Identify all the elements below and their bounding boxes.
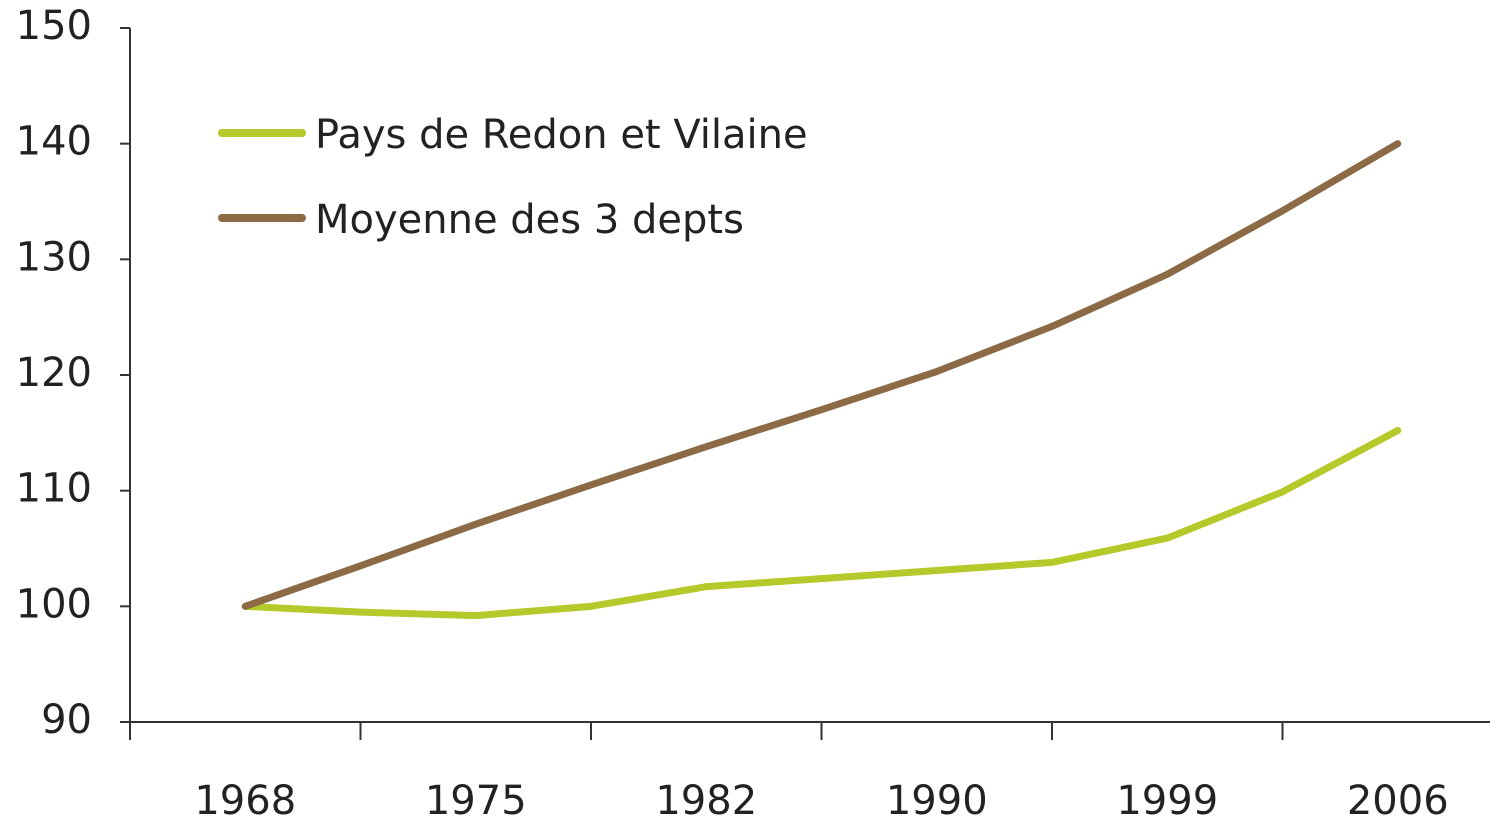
x-tick-label: 2006 xyxy=(1347,778,1449,824)
y-tick-label: 130 xyxy=(16,234,92,280)
legend: Pays de Redon et Vilaine Moyenne des 3 de… xyxy=(218,112,808,243)
x-tick-label: 1990 xyxy=(886,778,988,824)
y-tick-label: 150 xyxy=(16,3,92,49)
legend-label: Moyenne des 3 depts xyxy=(315,197,744,243)
y-tick-label: 90 xyxy=(41,697,92,743)
y-tick-label: 120 xyxy=(16,350,92,396)
legend-label: Pays de Redon et Vilaine xyxy=(315,112,808,158)
x-tick-label: 1975 xyxy=(425,778,527,824)
x-tick-label: 1982 xyxy=(655,778,757,824)
x-tick-label: 1968 xyxy=(194,778,296,824)
y-tick-label: 140 xyxy=(16,119,92,165)
series-line xyxy=(241,427,1402,620)
y-tick-label: 110 xyxy=(16,466,92,512)
y-tick-label: 100 xyxy=(16,581,92,627)
series-line xyxy=(241,140,1402,610)
x-tick-label: 1999 xyxy=(1116,778,1218,824)
